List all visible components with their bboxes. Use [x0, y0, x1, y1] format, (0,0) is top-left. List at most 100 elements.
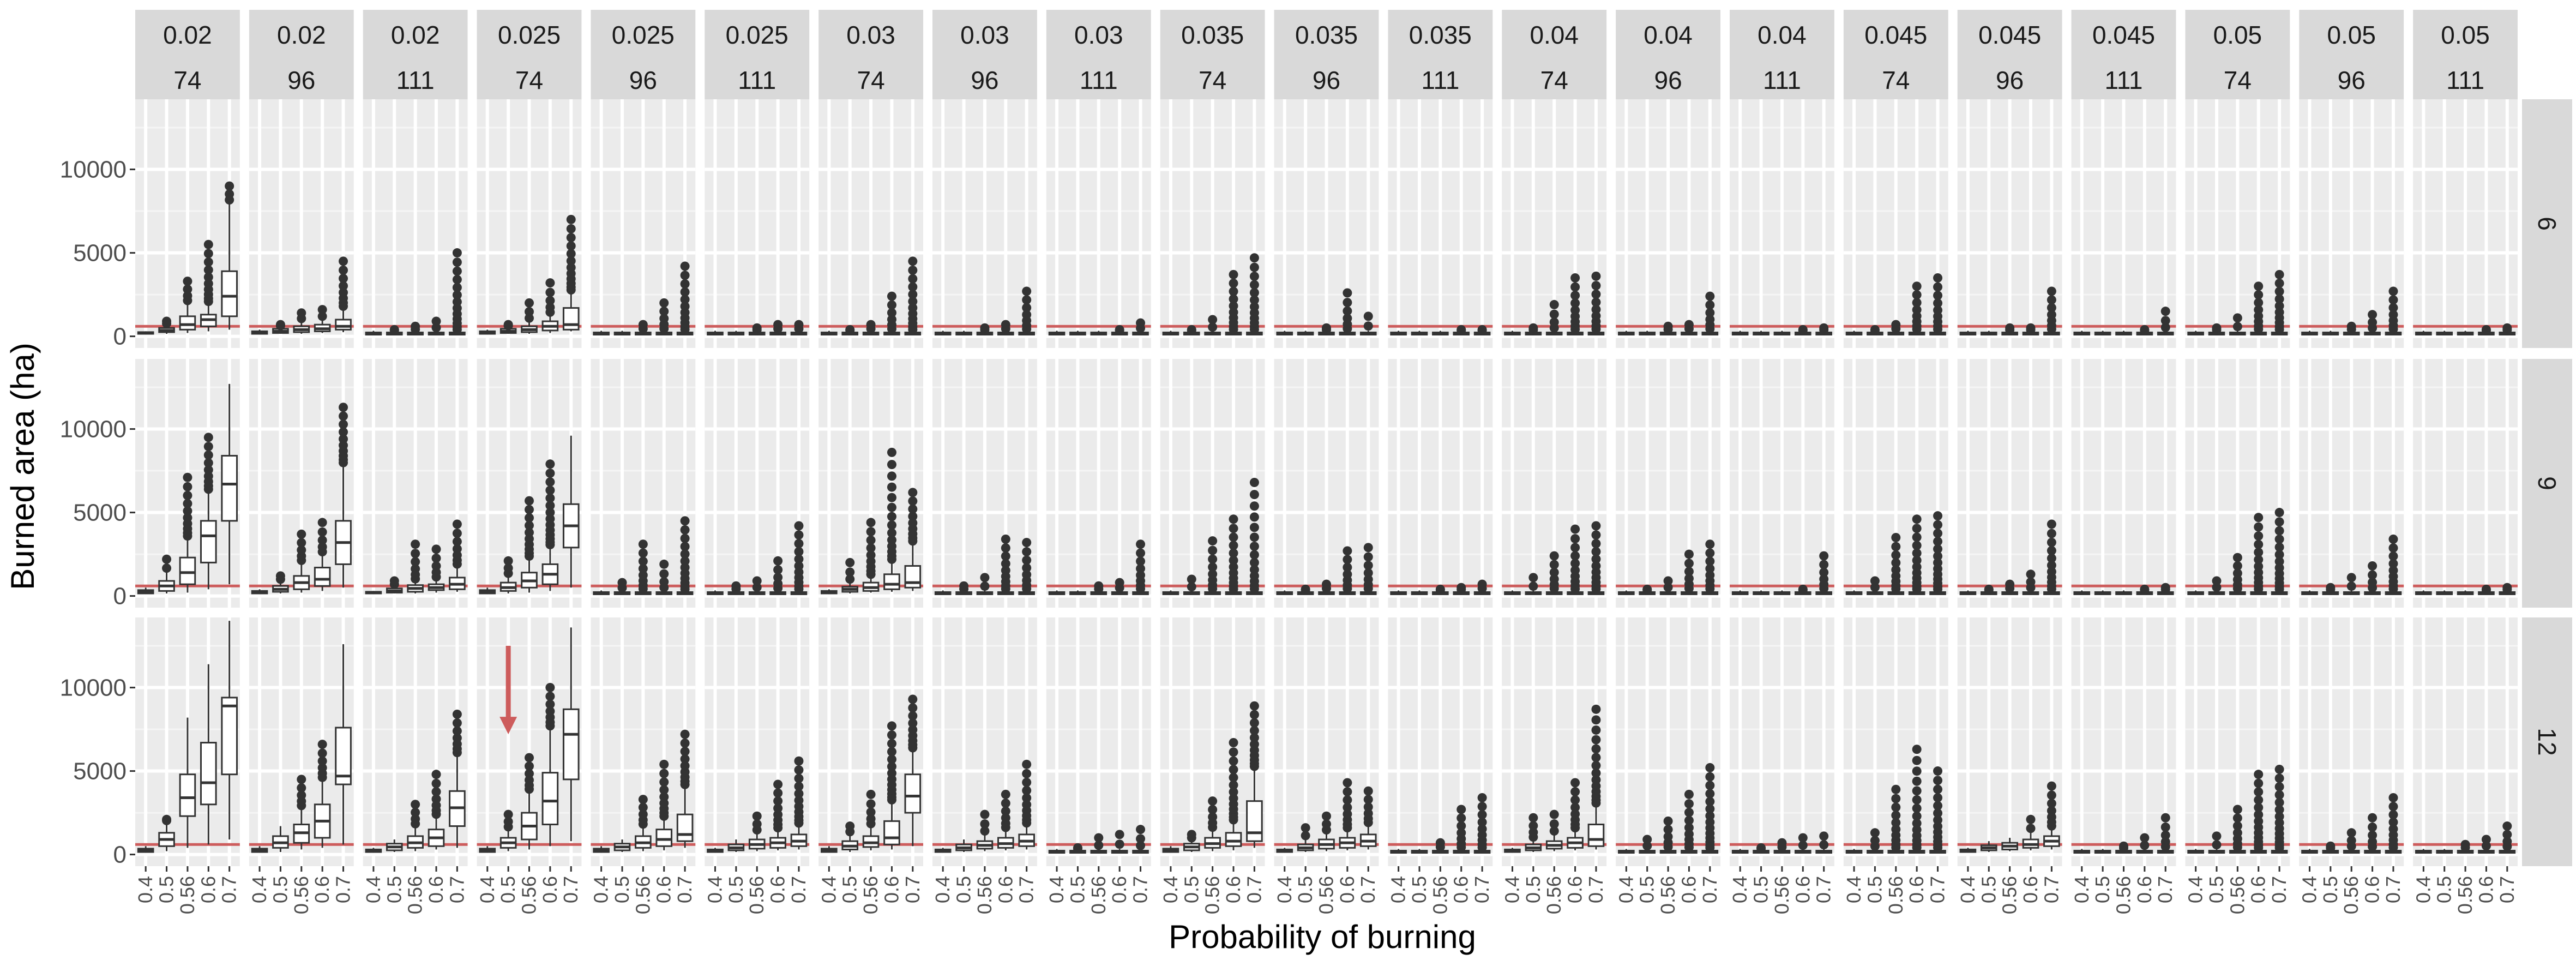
outlier-point: [1229, 765, 1238, 775]
outlier-point: [1933, 529, 1943, 538]
outlier-point: [1208, 812, 1218, 822]
outlier-point: [959, 581, 969, 591]
outlier-point: [339, 419, 348, 429]
outlier-point: [1684, 789, 1694, 799]
outlier-point: [1870, 828, 1880, 838]
outlier-point: [1591, 715, 1601, 725]
outlier-point: [1022, 570, 1032, 580]
facet-panel: [1388, 99, 1493, 348]
outlier-point: [1591, 725, 1601, 735]
outlier-point: [887, 447, 896, 457]
outlier-point: [2026, 824, 2036, 833]
outlier-point: [1208, 315, 1218, 325]
outlier-point: [2254, 555, 2264, 565]
outlier-point: [1819, 323, 1829, 333]
outlier-point: [2232, 575, 2242, 585]
outlier-point: [2388, 535, 2398, 544]
outlier-point: [545, 296, 555, 305]
facet-panel: [591, 99, 696, 348]
outlier-point: [980, 809, 990, 819]
outlier-point: [794, 561, 804, 571]
outlier-point: [2160, 813, 2170, 823]
x-tick-label: 0.5: [1522, 876, 1544, 903]
x-tick-label: 0.56: [1657, 876, 1679, 914]
x-tick-label: 0.7: [332, 876, 354, 903]
outlier-point: [1891, 532, 1901, 542]
facet-panel: [1502, 99, 1607, 348]
outlier-point: [1301, 584, 1310, 594]
outlier-point: [203, 239, 213, 249]
outlier-point: [1208, 796, 1218, 806]
outlier-point: [1343, 778, 1352, 788]
outlier-point: [162, 316, 172, 326]
outlier-point: [203, 450, 213, 460]
x-tick-label: 0.5: [725, 876, 747, 903]
outlier-point: [2232, 821, 2242, 831]
outlier-point: [1642, 841, 1652, 851]
facet-panel: [1730, 617, 1834, 866]
facet-panel: [249, 359, 354, 608]
outlier-point: [339, 256, 348, 266]
outlier-point: [1591, 547, 1601, 556]
outlier-point: [1528, 323, 1538, 333]
outlier-point: [1933, 282, 1943, 292]
outlier-point: [1705, 539, 1715, 549]
x-tick-label: 0.5: [1180, 876, 1202, 903]
outlier-point: [431, 770, 441, 779]
outlier-point: [2026, 569, 2036, 579]
x-tick-label: 0.56: [631, 876, 654, 914]
facet-strip-label: 0.03: [846, 21, 895, 49]
y-tick-label: 10000: [60, 416, 127, 443]
outlier-point: [1249, 512, 1259, 522]
outlier-point: [2254, 770, 2264, 779]
outlier-point: [1705, 781, 1715, 790]
x-tick-label: 0.56: [1429, 876, 1451, 914]
outlier-point: [503, 563, 513, 573]
outlier-point: [1229, 301, 1238, 311]
outlier-point: [1777, 838, 1787, 848]
outlier-point: [1591, 775, 1601, 785]
facet-strip-top: [1843, 10, 1948, 99]
outlier-point: [1343, 546, 1352, 556]
x-tick-label: 0.7: [1129, 876, 1152, 903]
facet-strip-top: [1502, 10, 1607, 99]
outlier-point: [183, 506, 192, 516]
outlier-point: [2346, 836, 2356, 845]
outlier-point: [980, 323, 990, 333]
outlier-point: [1798, 584, 1808, 594]
outlier-point: [1249, 262, 1259, 272]
outlier-point: [2212, 323, 2222, 333]
outlier-point: [2481, 584, 2491, 594]
outlier-point: [566, 224, 576, 233]
outlier-point: [1984, 584, 1994, 594]
outlier-point: [1663, 825, 1673, 835]
outlier-point: [2254, 305, 2264, 315]
x-tick-label: 0.7: [2154, 876, 2176, 903]
x-tick-label: 0.5: [1066, 876, 1088, 903]
outlier-point: [887, 308, 896, 317]
outlier-point: [225, 189, 234, 199]
outlier-point: [1570, 565, 1580, 575]
outlier-point: [794, 530, 804, 540]
facet-panel: [932, 359, 1037, 608]
outlier-point: [794, 320, 804, 329]
outlier-point: [908, 303, 918, 313]
facet-strip-right: [2522, 99, 2572, 348]
facet-panel: [1616, 359, 1720, 608]
outlier-point: [525, 775, 534, 785]
outlier-point: [2212, 831, 2222, 841]
facet-strip-label: 0.045: [2092, 21, 2155, 49]
outlier-point: [1073, 843, 1082, 853]
y-tick-label: 10000: [60, 675, 127, 701]
outlier-point: [1549, 299, 1559, 309]
outlier-point: [525, 761, 534, 771]
x-tick-label: 0.6: [1677, 876, 1700, 903]
outlier-point: [1891, 542, 1901, 551]
outlier-point: [1705, 300, 1715, 310]
outlier-point: [183, 482, 192, 491]
outlier-point: [1705, 291, 1715, 301]
outlier-point: [2388, 310, 2398, 320]
facet-strip-label: 111: [1080, 66, 1118, 94]
facet-strip-label: 111: [1421, 66, 1459, 94]
outlier-point: [887, 721, 896, 731]
